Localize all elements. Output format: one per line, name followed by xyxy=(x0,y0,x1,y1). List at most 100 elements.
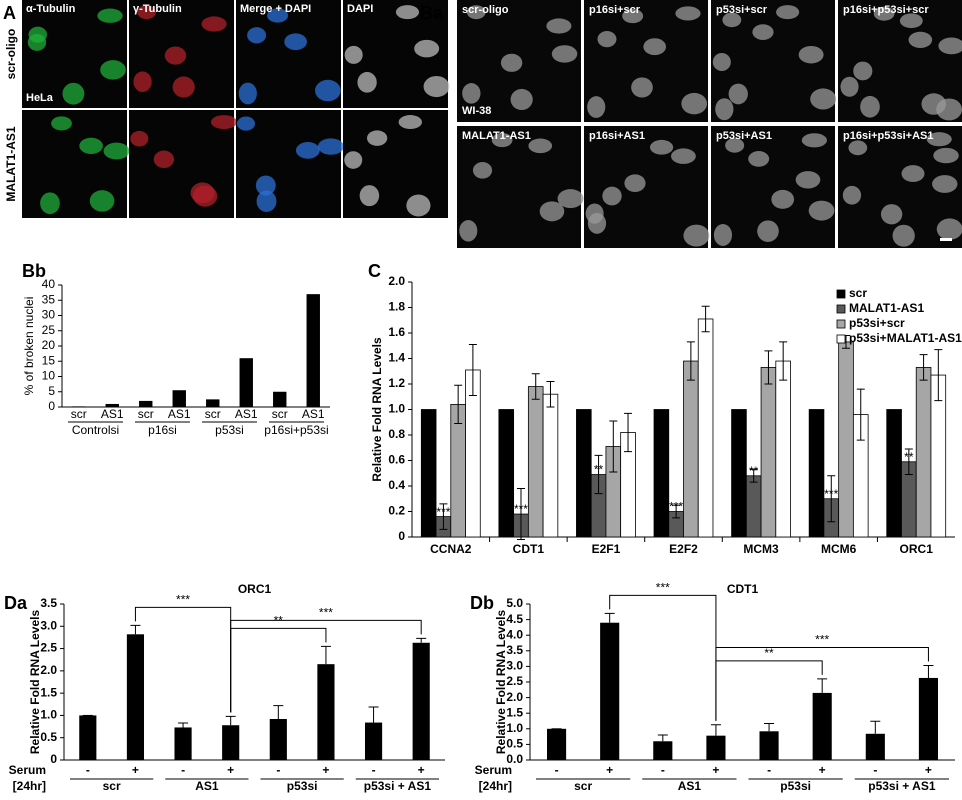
error-bar xyxy=(273,705,284,719)
error-bar xyxy=(130,624,141,635)
error-bar xyxy=(749,468,758,483)
cell xyxy=(587,96,606,118)
cell xyxy=(89,190,115,212)
group-label: AS1 xyxy=(195,779,219,793)
cell xyxy=(557,189,584,209)
error-bar xyxy=(594,454,603,495)
cell xyxy=(237,116,256,131)
cell xyxy=(40,192,60,215)
x-tick-label: E2F2 xyxy=(669,542,698,556)
error-bar xyxy=(320,645,331,665)
image-label: DAPI xyxy=(347,3,373,15)
cell xyxy=(466,5,486,20)
legend-swatch xyxy=(836,304,846,314)
scale-bar xyxy=(940,238,952,241)
group-label: p53si + AS1 xyxy=(364,779,432,793)
bar xyxy=(745,475,762,538)
significance: *** xyxy=(436,505,450,519)
y-tick-label: 4.5 xyxy=(506,612,523,626)
x-tick-label: scr xyxy=(205,407,221,421)
bar xyxy=(653,409,670,538)
y-tick-label: 0.0 xyxy=(506,752,523,766)
error-bar xyxy=(416,637,427,643)
image-label: α-Tubulin xyxy=(26,3,76,15)
y-tick-label: 1.0 xyxy=(506,721,523,735)
cell xyxy=(193,185,218,207)
cell xyxy=(880,204,903,225)
cell xyxy=(938,37,962,55)
cell-line: WI-38 xyxy=(462,105,491,117)
image-label: γ-Tubulin xyxy=(133,3,182,15)
chart-title: CDT1 xyxy=(727,582,759,596)
cell xyxy=(840,76,859,97)
cell xyxy=(528,138,553,154)
bar xyxy=(364,722,383,760)
error-bar xyxy=(546,380,555,408)
cell xyxy=(100,60,126,80)
row-label: MALAT1-AS1 xyxy=(4,126,18,201)
x-tick-label: - xyxy=(767,763,771,777)
error-bar xyxy=(710,724,721,736)
y-tick-label: 3.5 xyxy=(506,643,523,657)
error-bar xyxy=(701,305,710,333)
bar xyxy=(576,409,592,538)
cell xyxy=(795,171,821,189)
cell xyxy=(892,224,915,247)
cell xyxy=(510,88,533,111)
error-bar xyxy=(657,734,668,742)
significance: ** xyxy=(594,463,604,477)
error-bar xyxy=(672,504,681,519)
cell xyxy=(712,52,731,72)
x-tick-label: + xyxy=(925,763,932,777)
y-tick-label: 1.0 xyxy=(388,402,405,416)
cell xyxy=(936,218,962,240)
cell xyxy=(597,31,617,48)
bar xyxy=(731,409,747,538)
cell xyxy=(459,219,478,242)
y-tick-label: 0.5 xyxy=(506,737,523,751)
image-label: p53si+AS1 xyxy=(716,130,772,142)
significance: *** xyxy=(815,633,829,647)
error-bar xyxy=(856,388,865,441)
y-tick-label: 40 xyxy=(42,277,56,291)
group-label: p16si xyxy=(148,423,177,437)
x-tick-label: MCM3 xyxy=(743,542,779,556)
error-bar xyxy=(468,343,477,396)
cell xyxy=(247,27,267,44)
bar xyxy=(775,360,791,538)
error-bar xyxy=(764,722,775,732)
significance: *** xyxy=(824,487,838,501)
cell xyxy=(585,203,604,224)
x-tick-label: + xyxy=(606,763,613,777)
cell xyxy=(728,83,748,105)
error-bar xyxy=(919,354,928,381)
cell xyxy=(926,132,952,147)
cell xyxy=(103,142,130,160)
bar xyxy=(527,386,544,538)
y-tick-label: 2.0 xyxy=(388,274,405,288)
y-tick-label: 3.0 xyxy=(40,618,57,632)
y-tick-label: 2.5 xyxy=(506,674,523,688)
y-tick-label: 2.0 xyxy=(506,690,523,704)
error-bar xyxy=(624,412,633,453)
chart-title: ORC1 xyxy=(238,582,272,596)
cell xyxy=(472,162,493,179)
y-tick-label: 1.4 xyxy=(388,351,405,365)
cell xyxy=(899,13,923,29)
significance: *** xyxy=(319,605,333,619)
significance-bracket xyxy=(230,619,422,713)
significance: *** xyxy=(669,500,683,514)
cell xyxy=(936,98,962,121)
cell xyxy=(622,8,644,24)
bar xyxy=(759,731,779,760)
group-label: scr xyxy=(103,779,121,793)
group-label: p53si xyxy=(215,423,244,437)
cell xyxy=(137,5,156,20)
bar xyxy=(542,393,559,538)
y-tick-label: 2.5 xyxy=(40,641,57,655)
error-bar xyxy=(178,722,189,728)
cell xyxy=(133,71,152,93)
bar xyxy=(79,715,97,760)
cell xyxy=(97,8,123,23)
